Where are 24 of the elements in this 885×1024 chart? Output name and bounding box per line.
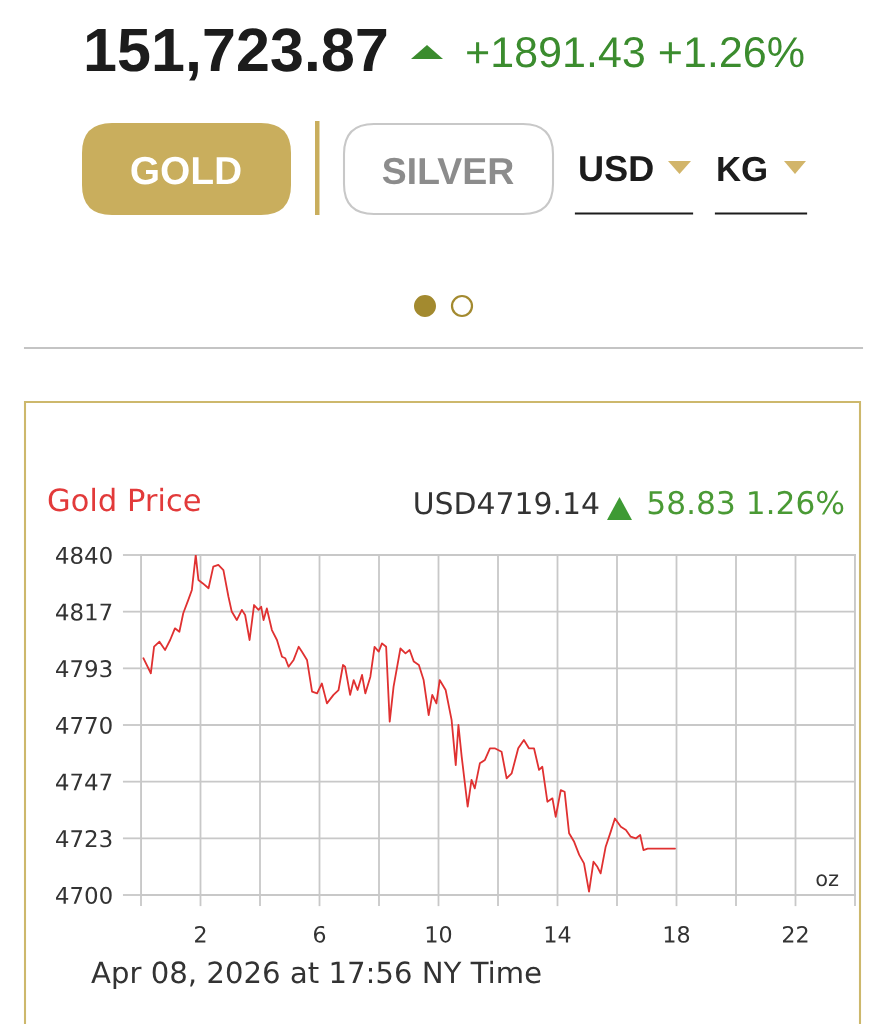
text: 151,723.87 [86, 28, 387, 81]
y-tick-label: 4840 [56, 546, 112, 565]
x-tick-label: 6 [313, 925, 326, 943]
text: 58.83 1.26% [648, 490, 844, 515]
text: KG [718, 156, 766, 182]
chart-title: Gold Price [48, 487, 200, 512]
text: SILVER [382, 157, 514, 185]
text: USD [580, 155, 653, 182]
y-tick-label: 4700 [56, 886, 112, 905]
y-tick-label: 4770 [56, 716, 112, 735]
text: GOLD [131, 156, 241, 185]
text: +1891.43 +1.26% [467, 36, 804, 68]
annotation: oz [816, 874, 839, 887]
y-tick-label: 4723 [56, 830, 112, 848]
y-tick-label: 4793 [56, 660, 112, 678]
text: Apr 08, 2026 at 17:56 NY Time [91, 960, 541, 990]
x-tick-label: 14 [545, 926, 571, 943]
x-tick-label: 10 [426, 925, 452, 943]
x-tick-label: 22 [782, 925, 808, 943]
x-tick-label: 2 [195, 925, 206, 943]
text: USD4719.14 [415, 491, 599, 515]
y-tick-label: 4817 [56, 603, 112, 621]
y-tick-label: 4747 [56, 773, 112, 791]
x-tick-label: 18 [664, 925, 690, 943]
